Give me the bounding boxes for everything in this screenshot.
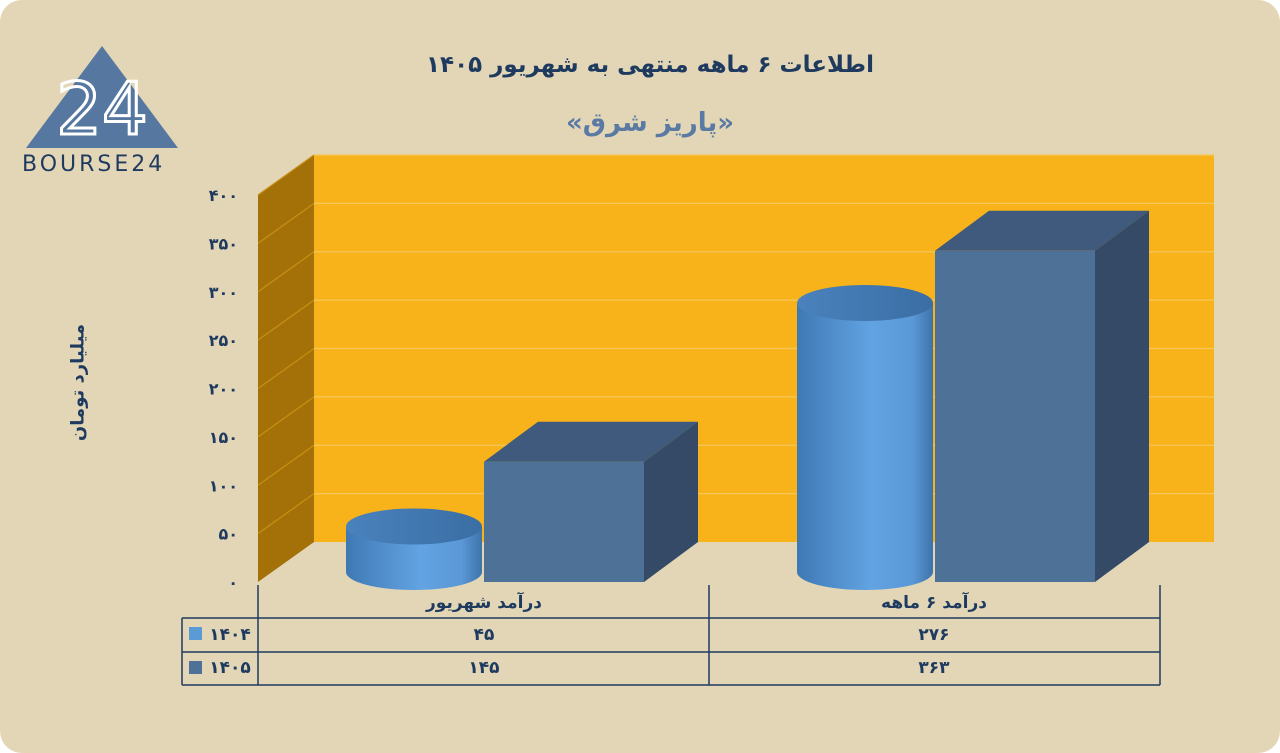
y-tick-label: ۱۵۰ <box>209 428 238 447</box>
gridline-side <box>257 396 315 438</box>
gridline-side <box>257 493 315 535</box>
chart-title: اطلاعات ۶ ماهه منتهی به شهریور ۱۴۰۵ <box>426 52 874 78</box>
y-tick-label: ۱۰۰ <box>209 476 238 495</box>
table-value: ۲۷۶ <box>918 625 949 645</box>
bar-1405-side <box>1095 210 1149 583</box>
y-tick-label: ۲۵۰ <box>209 331 238 350</box>
y-tick-label: ۴۰۰ <box>209 186 238 205</box>
bar-1404-top <box>797 284 933 321</box>
legend-swatch-1405 <box>189 661 202 674</box>
legend-label-1405: ۱۴۰۵ <box>209 658 251 678</box>
legend-swatch-1404 <box>189 627 202 640</box>
bar-1405 <box>935 250 1095 583</box>
data-table: درآمد شهریور درآمد ۶ ماهه ۱۴۰۴ ۱۴۰۵ ۴۵ ۲… <box>181 585 1161 686</box>
bar-1405-side <box>644 421 698 582</box>
y-tick-label: ۵۰ <box>218 525 238 544</box>
bar-1405-top <box>935 210 1149 251</box>
bar-1404-top <box>346 508 482 545</box>
gridline-side <box>257 348 315 389</box>
bourse24-logo-icon: 24 <box>26 46 178 153</box>
gridline-side <box>257 444 315 486</box>
gridline-side <box>257 251 315 293</box>
y-tick-label: ۰ <box>228 573 238 592</box>
bar-1405-top <box>484 421 698 462</box>
y-tick-label: ۲۰۰ <box>209 380 238 399</box>
table-value: ۱۴۵ <box>468 658 499 678</box>
gridline-side <box>257 154 315 196</box>
y-tick-label: ۳۵۰ <box>209 234 238 253</box>
gridline-side <box>257 299 315 341</box>
table-category-label: درآمد ۶ ماهه <box>881 591 987 613</box>
y-tick-label: ۳۰۰ <box>209 283 238 302</box>
table-value: ۴۵ <box>474 625 495 645</box>
logo-text: BOURSE24 <box>22 152 166 177</box>
table-value: ۳۶۳ <box>918 658 950 678</box>
bar-1404 <box>797 302 933 590</box>
bar-1405 <box>484 461 644 582</box>
legend-label-1404: ۱۴۰۴ <box>209 625 251 645</box>
logo-mark: 24 <box>56 67 148 151</box>
gridline-side <box>257 202 315 244</box>
table-category-label: درآمد شهریور <box>425 591 542 613</box>
bar-1404 <box>346 526 482 590</box>
chart-subtitle: «پاریز شرق» <box>565 108 735 138</box>
